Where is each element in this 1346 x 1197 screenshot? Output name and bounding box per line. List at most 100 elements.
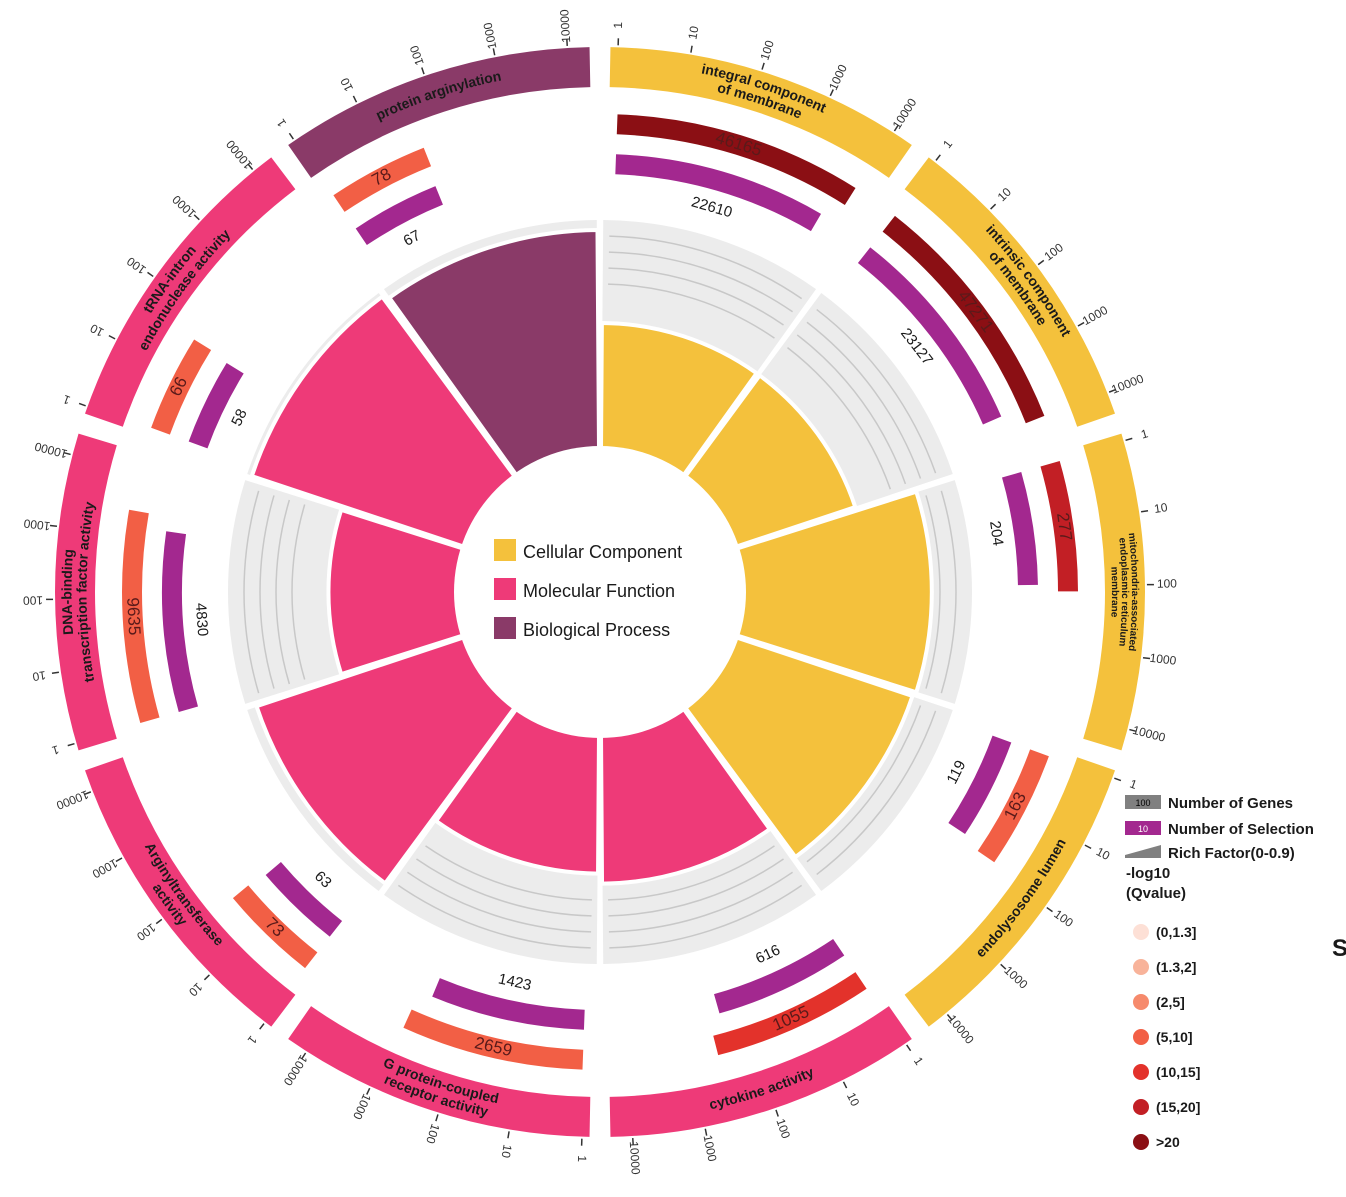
axis-tick-label: 100 (1157, 576, 1178, 590)
axis-tick-label: 10000 (33, 439, 69, 461)
selection-value-label: 616 (753, 941, 783, 967)
center-legend-label-mf: Molecular Function (523, 581, 675, 601)
qvalue-bin-label: (5,10] (1156, 1029, 1193, 1045)
qvalue-bin-label: >20 (1156, 1134, 1180, 1150)
axis-tick-label: 100 (124, 254, 149, 277)
center-legend-label-bp: Biological Process (523, 620, 670, 640)
qvalue-bin-swatch (1133, 1134, 1149, 1150)
axis-tick-label: 1 (1139, 426, 1150, 441)
qvalue-bin-swatch (1133, 959, 1149, 975)
selection-value-label: 119 (944, 758, 970, 787)
axis-tick (991, 204, 996, 209)
axis-tick-label: 100 (423, 1122, 442, 1146)
axis-tick-label: 100 (1051, 907, 1076, 930)
axis-tick-label: 100 (134, 920, 159, 943)
axis-tick-label: 100 (773, 1117, 793, 1141)
center-legend-swatch-cc (494, 539, 516, 561)
center-legend-label-cc: Cellular Component (523, 542, 682, 562)
axis-tick (1085, 845, 1091, 848)
legend-rich-factor-swatch (1125, 845, 1161, 858)
axis-tick (907, 1045, 911, 1051)
center-legend-swatch-bp (494, 617, 516, 639)
qvalue-bin-label: (0,1.3] (1156, 924, 1196, 940)
axis-tick (1126, 438, 1133, 440)
axis-tick-label: 10000 (54, 787, 90, 812)
axis-tick (1141, 511, 1148, 512)
qvalue-bin-swatch (1133, 1029, 1149, 1045)
genes-value-label: 277 (1053, 511, 1076, 542)
selection-bar (189, 363, 244, 448)
axis-tick-label: 10000 (280, 1052, 310, 1088)
axis-tick-label: 1 (50, 742, 61, 757)
axis-tick (109, 336, 115, 339)
legend-selection-badge: 10 (1138, 824, 1148, 834)
selection-bar (162, 531, 198, 712)
axis-tick-label: 1000 (1001, 963, 1030, 992)
axis-tick-label: 100 (23, 593, 44, 607)
axis-tick (52, 672, 59, 673)
axis-tick (1047, 908, 1053, 912)
axis-tick-label: 1 (611, 21, 625, 28)
legend-rich-factor-label: Rich Factor(0-0.9) (1168, 845, 1295, 862)
axis-tick-label: 1 (61, 392, 72, 408)
axis-tick (260, 1024, 264, 1030)
axis-tick (289, 133, 293, 139)
legend-genes-badge: 100 (1135, 798, 1150, 808)
qvalue-bin-label: (15,20] (1156, 1099, 1200, 1115)
axis-tick-label: 10000 (223, 137, 255, 172)
qvalue-bin-label: (1.3,2] (1156, 959, 1196, 975)
axis-tick-label: 1 (245, 1033, 260, 1047)
axis-tick-label: 1000 (169, 192, 198, 221)
axis-tick-label: 10000 (627, 1141, 643, 1175)
axis-tick-label: 10000 (1109, 371, 1145, 396)
qvalue-bin-swatch (1133, 1064, 1149, 1080)
axis-tick-label: 10 (337, 75, 356, 93)
qvalue-bin-swatch (1133, 1099, 1149, 1115)
genes-value-label: 9635 (123, 597, 144, 636)
legend-qvalue-title-1: -log10 (1126, 865, 1170, 882)
axis-tick-label: 10000 (890, 96, 920, 132)
selection-value-label: 204 (986, 520, 1006, 547)
selection-bar (1002, 472, 1038, 585)
axis-tick (1114, 778, 1121, 780)
selection-value-label: 67 (401, 227, 424, 250)
legend-qvalue-title-2: (Qvalue) (1126, 885, 1186, 902)
selection-value-label: 58 (228, 406, 251, 428)
axis-tick (68, 744, 75, 746)
axis-tick-label: 10 (186, 980, 206, 1000)
qvalue-bin-label: (2,5] (1156, 994, 1185, 1010)
right-legend: 100 Number of Genes 10 Number of Selecti… (1125, 795, 1314, 1150)
axis-tick-label: 10 (31, 668, 47, 684)
axis-tick-label: 10 (499, 1144, 515, 1160)
partial-text: S (1332, 935, 1346, 962)
axis-tick (204, 975, 209, 980)
axis-tick-label: 1 (911, 1054, 927, 1068)
axis-tick (79, 403, 86, 405)
axis-tick-label: 100 (407, 43, 427, 67)
axis-tick-label: 1000 (350, 1092, 374, 1122)
term-label: membrane (1109, 566, 1121, 618)
axis-tick-label: 10 (1153, 500, 1169, 516)
axis-tick-label: 1000 (1080, 303, 1110, 328)
axis-tick-label: 10 (685, 25, 701, 41)
axis-tick-label: 1000 (701, 1134, 720, 1163)
axis-tick-label: 1000 (481, 21, 500, 50)
center-legend: Cellular Component Molecular Function Bi… (454, 446, 746, 738)
axis-tick (936, 155, 940, 161)
axis-tick-label: 10 (88, 321, 107, 340)
axis-tick (156, 919, 162, 923)
axis-tick (844, 1082, 847, 1088)
selection-value-label: 1423 (497, 970, 533, 994)
axis-tick-label: 10000 (1131, 723, 1167, 745)
axis-tick-label: 100 (1042, 240, 1067, 263)
center-legend-swatch-mf (494, 578, 516, 600)
axis-tick (422, 67, 424, 74)
axis-tick-label: 1 (1128, 776, 1139, 792)
axis-tick (147, 272, 153, 276)
axis-tick-label: 1 (575, 1155, 589, 1162)
axis-tick-label: 10000 (557, 9, 573, 43)
axis-tick-label: 1 (940, 137, 955, 151)
axis-tick-label: 10 (995, 185, 1015, 205)
axis-tick (776, 1110, 778, 1117)
